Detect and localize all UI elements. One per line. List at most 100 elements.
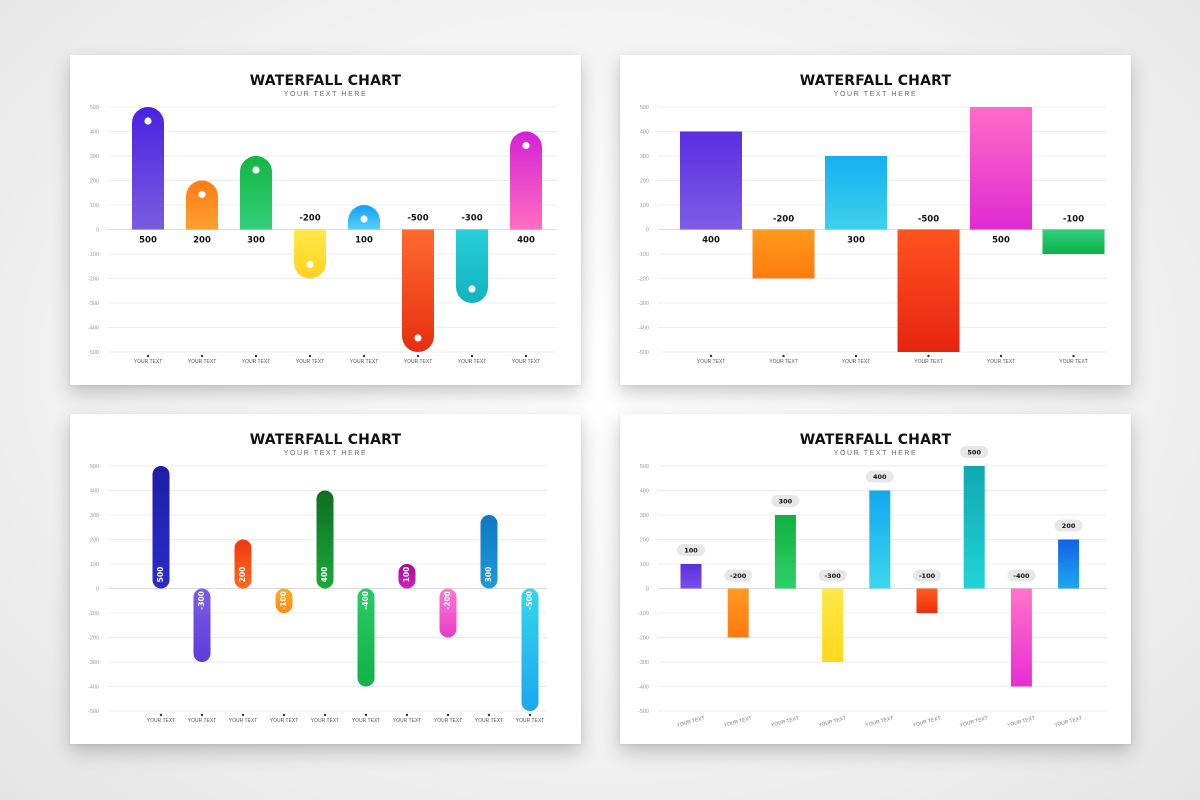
x-tick-label: YOUR TEXT xyxy=(393,718,422,724)
y-tick-label: 400 xyxy=(90,130,99,136)
x-tick-label: YOUR TEXT xyxy=(229,718,258,724)
y-tick-label: 500 xyxy=(640,464,649,470)
y-tick-label: 200 xyxy=(640,538,649,544)
y-tick-label: -400 xyxy=(88,685,99,691)
chart-title: WATERFALL CHART xyxy=(799,432,952,448)
x-tick-dot xyxy=(159,713,163,717)
x-tick-label: YOUR TEXT xyxy=(959,715,988,728)
y-tick-label: -200 xyxy=(88,636,99,642)
data-label: -500 xyxy=(407,214,428,224)
x-tick-label: YOUR TEXT xyxy=(676,715,705,728)
bar xyxy=(234,539,252,589)
bar-dot xyxy=(198,190,206,199)
chart-card-1: WATERFALL CHART YOUR TEXT HERE 500 400 300… xyxy=(70,55,581,385)
bar xyxy=(294,229,326,279)
x-tick-dot xyxy=(999,354,1003,358)
y-tick-label: -500 xyxy=(638,350,649,356)
chart-title: WATERFALL CHART xyxy=(249,73,402,89)
x-tick-label: YOUR TEXT xyxy=(987,359,1016,365)
x-tick-dot xyxy=(254,354,258,358)
data-label: -300 xyxy=(461,214,482,224)
bar xyxy=(398,564,416,589)
chart-title: WATERFALL CHART xyxy=(249,432,402,448)
bar xyxy=(439,588,457,638)
y-tick-label: 0 xyxy=(96,587,99,593)
data-label: -400 xyxy=(361,591,370,610)
x-tick-label: YOUR TEXT xyxy=(697,359,726,365)
x-tick-label: YOUR TEXT xyxy=(842,359,871,365)
x-tick-dot xyxy=(362,354,366,358)
bar xyxy=(402,229,434,352)
data-label: -100 xyxy=(279,591,288,610)
data-label: 400 xyxy=(320,567,329,583)
y-tick-label: 100 xyxy=(90,203,99,209)
bar-dot xyxy=(252,166,260,174)
y-tick-label: 300 xyxy=(90,513,99,519)
x-tick-dot xyxy=(282,713,286,717)
y-tick-label: 500 xyxy=(90,464,99,470)
x-tick-dot xyxy=(405,713,409,717)
data-label: -300 xyxy=(197,591,206,610)
y-tick-label: 300 xyxy=(90,154,99,160)
chart-subtitle: YOUR TEXT HERE xyxy=(833,91,918,98)
bar xyxy=(752,229,815,279)
bar-dot xyxy=(144,117,152,125)
bar-dot xyxy=(468,285,476,293)
data-label: -500 xyxy=(918,215,939,225)
label-bubble xyxy=(677,544,705,556)
data-label: 200 xyxy=(1062,522,1076,530)
bar xyxy=(825,156,887,230)
x-tick-dot xyxy=(200,354,204,358)
y-tick-label: -100 xyxy=(638,252,649,258)
x-tick-dot xyxy=(241,713,245,717)
y-tick-label: -400 xyxy=(88,326,99,332)
bar xyxy=(186,180,218,230)
bar xyxy=(1058,539,1080,589)
x-tick-label: YOUR TEXT xyxy=(350,359,379,365)
data-label: 500 xyxy=(139,236,157,246)
y-tick-label: -500 xyxy=(88,709,99,715)
x-tick-label: YOUR TEXT xyxy=(311,718,340,724)
data-label: -100 xyxy=(1063,215,1084,225)
bar xyxy=(510,131,542,230)
bar xyxy=(357,588,375,687)
bar xyxy=(897,229,960,352)
chart-subtitle: YOUR TEXT HERE xyxy=(833,450,918,457)
chart-subtitle: YOUR TEXT HERE xyxy=(283,450,368,457)
x-tick-label: YOUR TEXT xyxy=(188,718,217,724)
x-tick-label: YOUR TEXT xyxy=(475,718,504,724)
x-tick-label: YOUR TEXT xyxy=(1007,715,1036,728)
label-bubble xyxy=(913,569,941,582)
x-tick-label: YOUR TEXT xyxy=(296,359,325,365)
x-tick-dot xyxy=(364,713,368,717)
x-tick-label: YOUR TEXT xyxy=(1059,359,1088,365)
x-tick-label: YOUR TEXT xyxy=(270,718,299,724)
bar xyxy=(822,588,844,662)
y-tick-label: 400 xyxy=(640,489,649,495)
y-tick-label: -500 xyxy=(88,350,99,356)
bar xyxy=(480,515,498,589)
data-label: 300 xyxy=(247,236,265,246)
data-label: 200 xyxy=(193,236,211,246)
x-tick-dot xyxy=(927,354,930,358)
y-tick-label: -300 xyxy=(638,301,649,307)
y-tick-label: -100 xyxy=(638,611,649,617)
bar xyxy=(727,588,749,638)
data-label: 400 xyxy=(702,236,720,246)
waterfall-chart-4: 500 400 300 200 100 0 -100 -200 -300 -400 -500 100 Y… xyxy=(638,446,1107,729)
y-tick-label: 500 xyxy=(640,105,649,111)
label-bubble xyxy=(960,446,989,458)
y-tick-label: -200 xyxy=(638,277,649,283)
data-label: 100 xyxy=(355,236,373,246)
bar xyxy=(680,131,742,230)
x-tick-label: YOUR TEXT xyxy=(352,718,381,724)
x-tick-dot xyxy=(524,354,528,358)
x-tick-dot xyxy=(782,354,785,358)
y-tick-label: -400 xyxy=(638,685,649,691)
x-tick-dot xyxy=(854,354,858,358)
x-tick-dot xyxy=(146,354,150,358)
bar xyxy=(1042,229,1105,254)
bar xyxy=(152,466,170,589)
y-tick-label: 400 xyxy=(640,130,649,136)
y-tick-label: 300 xyxy=(640,154,649,160)
